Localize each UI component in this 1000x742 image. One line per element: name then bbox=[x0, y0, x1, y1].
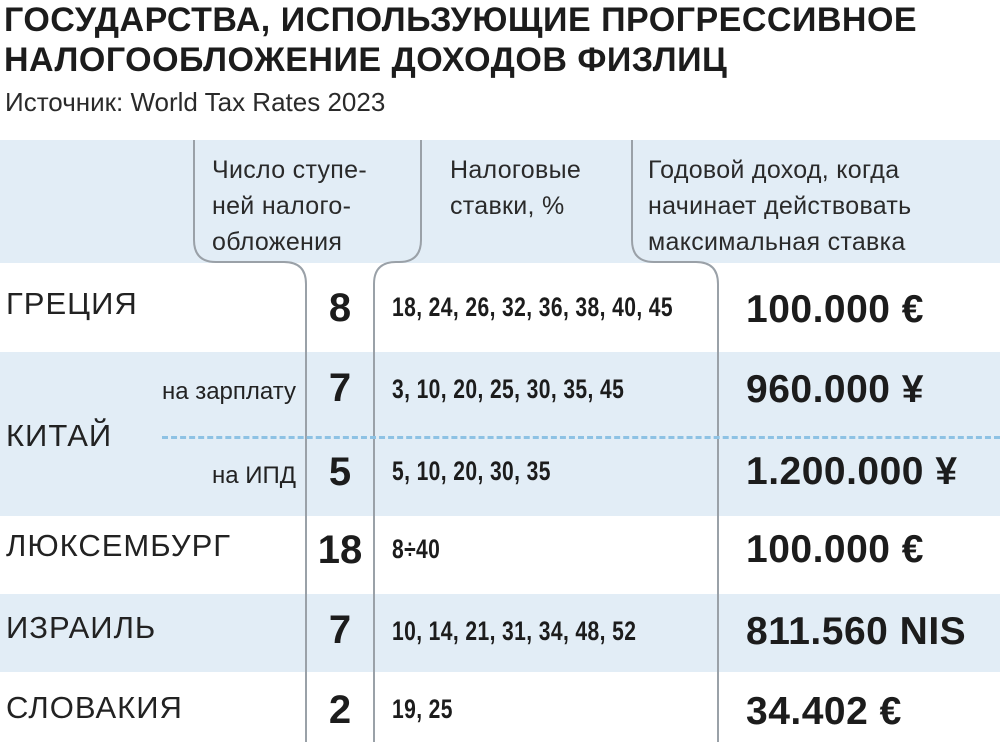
subrow-label-salary: на зарплату bbox=[161, 378, 296, 405]
country-luxembourg: ЛЮКСЕМБУРГ bbox=[6, 528, 232, 563]
page-title: ГОСУДАРСТВА, ИСПОЛЬЗУЮЩИЕ ПРОГРЕССИВНОЕ … bbox=[4, 0, 994, 80]
rates-china-ipd: 5, 10, 20, 30, 35 bbox=[392, 456, 551, 486]
rates-greece: 18, 24, 26, 32, 36, 38, 40, 45 bbox=[392, 292, 674, 322]
subrow-label-ipd: на ИПД bbox=[211, 462, 296, 489]
rates-israel: 10, 14, 21, 31, 34, 48, 52 bbox=[392, 616, 637, 646]
title-line-2: НАЛОГООБЛОЖЕНИЕ ДОХОДОВ ФИЗЛИЦ bbox=[4, 41, 728, 79]
country-greece: ГРЕЦИЯ bbox=[6, 286, 138, 321]
steps-china-ipd: 5 bbox=[328, 450, 352, 494]
band-china bbox=[0, 352, 1000, 516]
header-income: Годовой доход, когда начинает действоват… bbox=[648, 156, 912, 256]
band-israel bbox=[0, 594, 1000, 672]
header-band bbox=[0, 140, 1000, 263]
rates-luxembourg: 8÷40 bbox=[392, 534, 441, 564]
header-steps: Число ступе- ней налого- обложения bbox=[212, 156, 367, 256]
country-china: КИТАЙ bbox=[6, 418, 113, 453]
title-line-1: ГОСУДАРСТВА, ИСПОЛЬЗУЮЩИЕ ПРОГРЕССИВНОЕ bbox=[4, 1, 918, 39]
dashed-separator bbox=[162, 436, 1000, 439]
steps-greece: 8 bbox=[328, 286, 352, 330]
income-china-ipd: 1.200.000 ¥ bbox=[746, 450, 958, 493]
steps-slovakia: 2 bbox=[328, 688, 352, 732]
rates-china-salary: 3, 10, 20, 25, 30, 35, 45 bbox=[392, 374, 625, 404]
steps-luxembourg: 18 bbox=[317, 528, 363, 572]
country-israel: ИЗРАИЛЬ bbox=[6, 610, 157, 645]
source-note: Источник: World Tax Rates 2023 bbox=[5, 87, 386, 117]
rates-slovakia: 19, 25 bbox=[392, 694, 453, 724]
income-slovakia: 34.402 € bbox=[746, 690, 902, 733]
income-china-salary: 960.000 ¥ bbox=[746, 368, 925, 411]
income-greece: 100.000 € bbox=[746, 288, 925, 331]
steps-china-salary: 7 bbox=[328, 366, 352, 410]
header-rates: Налоговые ставки, % bbox=[450, 156, 582, 220]
steps-israel: 7 bbox=[328, 608, 352, 652]
income-luxembourg: 100.000 € bbox=[746, 528, 925, 571]
income-israel: 811.560 NIS bbox=[746, 610, 967, 653]
country-slovakia: СЛОВАКИЯ bbox=[6, 690, 183, 725]
